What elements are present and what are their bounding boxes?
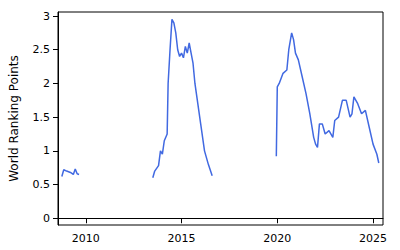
svg-text:0.5: 0.5 bbox=[33, 178, 51, 191]
svg-text:2.5: 2.5 bbox=[33, 43, 51, 56]
svg-text:1.5: 1.5 bbox=[33, 111, 51, 124]
svg-text:2020: 2020 bbox=[263, 232, 291, 245]
svg-text:3: 3 bbox=[43, 10, 50, 23]
svg-text:2010: 2010 bbox=[72, 232, 100, 245]
svg-text:1: 1 bbox=[43, 144, 50, 157]
svg-text:2: 2 bbox=[43, 77, 50, 90]
svg-text:0: 0 bbox=[43, 212, 50, 225]
svg-text:2015: 2015 bbox=[168, 232, 196, 245]
svg-text:2025: 2025 bbox=[359, 232, 387, 245]
svg-text:World Ranking Points: World Ranking Points bbox=[7, 55, 21, 182]
